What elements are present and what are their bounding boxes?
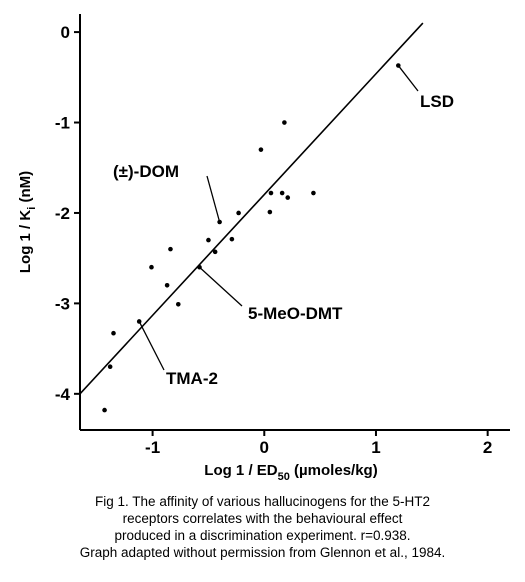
data-point [107, 364, 113, 369]
data-point [279, 190, 285, 196]
x-tick-label: 1 [371, 438, 380, 457]
annotation-label: 5-MeO-DMT [248, 304, 343, 323]
y-tick-label: -2 [55, 204, 70, 223]
annotation-label: TMA-2 [166, 369, 218, 388]
data-point [282, 120, 287, 125]
data-point [212, 249, 218, 255]
data-point [111, 330, 116, 336]
data-point [102, 407, 107, 413]
x-axis-title: Log 1 / ED50 (µmoles/kg) [204, 462, 377, 483]
annotation-leader-line [206, 175, 221, 223]
annotation-leader-line [199, 266, 243, 307]
caption-line-4: Graph adapted without permission from Gl… [79, 545, 446, 560]
data-point [285, 195, 291, 200]
regression-line [79, 22, 424, 395]
y-axis-title: Log 1 / Ki (nM) [17, 171, 38, 273]
x-tick-label: 2 [483, 438, 492, 457]
annotation-label: (±)-DOM [113, 162, 179, 181]
y-tick-label: -3 [55, 294, 70, 313]
x-tick-label: -1 [145, 438, 160, 457]
annotation-leader-line [138, 321, 165, 371]
data-point [149, 264, 154, 270]
scatter-chart: 0 -1 -2 -3 -4 -1 0 1 2 Log 1 / ED50 (µmoles/kg) Lo… [17, 14, 510, 483]
caption-line-3: produced in a discrimination experiment.… [114, 528, 411, 543]
annotation-label: LSD [420, 92, 454, 111]
data-point [236, 210, 241, 216]
data-point [311, 190, 316, 196]
figure-caption: Fig 1. The affinity of various hallucino… [0, 493, 525, 561]
data-point [206, 237, 211, 243]
x-tick-label: 0 [260, 438, 269, 457]
y-tick-label: -1 [55, 114, 70, 133]
data-point [258, 147, 264, 152]
data-point [168, 246, 173, 252]
annotation-leader-line [397, 65, 419, 92]
y-tick-label: -4 [55, 385, 71, 404]
data-point [164, 283, 170, 288]
data-point [267, 209, 273, 215]
data-point [175, 301, 181, 307]
y-tick-label: 0 [61, 23, 70, 42]
data-point [229, 236, 235, 242]
caption-line-2: receptors correlates with the behavioura… [122, 511, 403, 526]
data-point [268, 190, 274, 196]
caption-line-1: Fig 1. The affinity of various hallucino… [95, 494, 430, 509]
